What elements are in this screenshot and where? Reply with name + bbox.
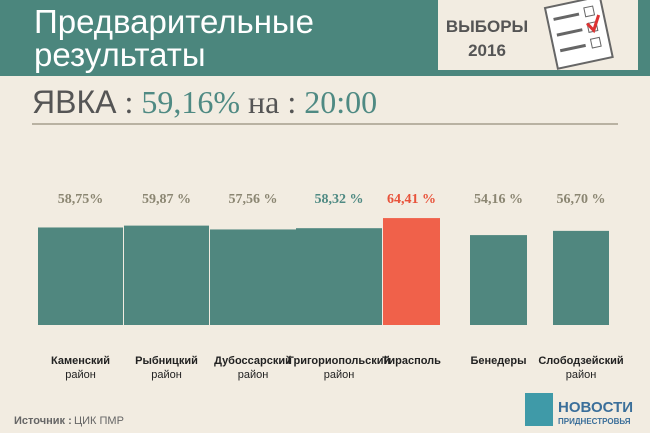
ballot-icon: [543, 0, 614, 70]
bar: [210, 229, 296, 325]
bar: [553, 230, 609, 325]
time-value: 20:00: [304, 84, 377, 120]
separator: :: [124, 84, 133, 120]
value-label: 54,16 %: [474, 192, 523, 207]
value-label: 58,32 %: [315, 192, 364, 207]
turnout-label: ЯВКА: [32, 84, 117, 120]
separator: :: [287, 84, 296, 120]
bar: [296, 228, 382, 325]
turnout-value: 59,16%: [141, 84, 240, 120]
category-label: Дубоссарский район: [214, 355, 292, 381]
value-label: 58,75%: [58, 192, 104, 207]
bar: [383, 218, 440, 325]
bar: [124, 225, 209, 325]
value-label: 64,41 %: [387, 192, 436, 207]
source: ЦИК ПМР: [74, 415, 124, 427]
category-label: Рыбницкий район: [135, 355, 198, 381]
source-label: Источник :: [14, 415, 72, 427]
logo-text: НОВОСТИ: [558, 399, 633, 416]
value-label: 56,70 %: [557, 192, 606, 207]
value-label: 59,87 %: [142, 192, 191, 207]
bar: [470, 235, 527, 325]
title-line: результаты: [34, 36, 206, 73]
badge-text: 2016: [468, 41, 506, 60]
category-label: Тирасполь: [382, 355, 441, 367]
title-line: Предварительные: [34, 3, 314, 40]
turnout: ЯВКА : 59,16% на : 20:00: [32, 84, 377, 120]
logo-mark: [525, 393, 553, 426]
category-label: Григориопольский район: [288, 355, 391, 381]
category-label: Каменский район: [51, 355, 110, 381]
badge-text: ВЫБОРЫ: [446, 17, 528, 36]
time-label: на: [248, 84, 279, 120]
bars: 58,75% Каменский район 59,87 % Рыбницкий райо…: [38, 192, 624, 381]
category-label: Бенедеры: [471, 355, 527, 367]
category-label: Слободзейский район: [538, 355, 623, 381]
bar: [38, 227, 123, 325]
value-label: 57,56 %: [229, 192, 278, 207]
logo-text: ПРИДНЕСТРОВЬЯ: [558, 417, 631, 426]
